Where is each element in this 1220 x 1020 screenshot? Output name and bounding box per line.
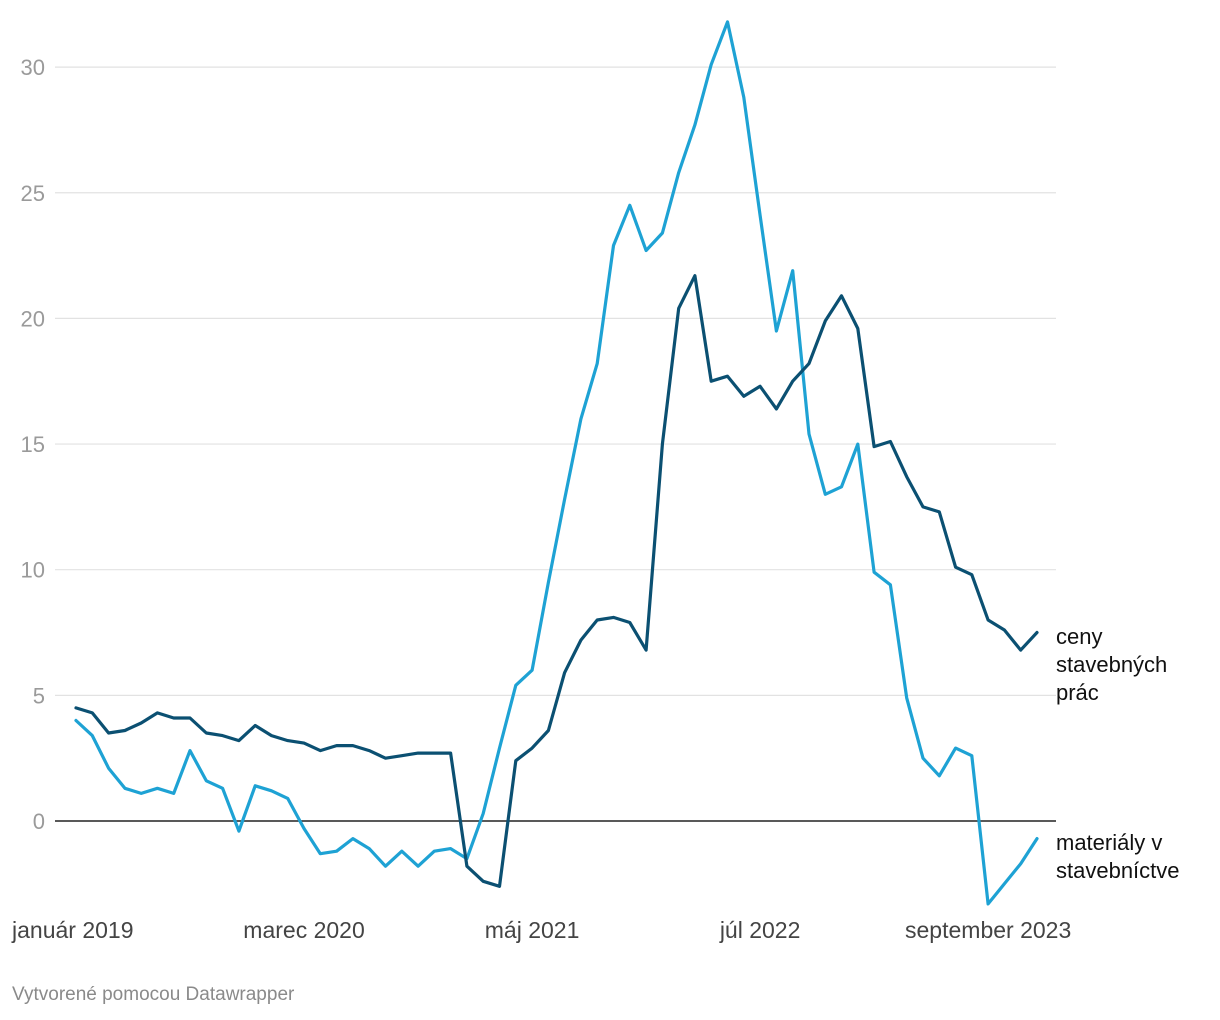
series-labels: ceny stavebných prác materiály v stavebníctv… (1056, 624, 1180, 883)
series-label-0-line-1: stavebných (1056, 652, 1167, 677)
x-tick-label-4: september 2023 (905, 917, 1071, 943)
y-tick-label-0: 0 (33, 809, 45, 834)
footer-credit: Vytvorené pomocou Datawrapper (12, 984, 295, 1005)
y-tick-label-5: 5 (33, 683, 45, 708)
y-tick-label-20: 20 (21, 306, 45, 331)
series-label-0-line-2: prác (1056, 680, 1099, 705)
x-tick-label-1: marec 2020 (243, 917, 364, 943)
y-tick-label-15: 15 (21, 432, 45, 457)
y-axis-ticks: 0 5 10 15 20 25 30 (21, 55, 45, 834)
gridlines (55, 66, 1056, 822)
series-label-1: materiály v stavebníctve (1056, 830, 1180, 883)
series-line-0 (74, 274, 1039, 888)
y-tick-label-30: 30 (21, 55, 45, 80)
y-tick-label-10: 10 (21, 558, 45, 583)
series-label-1-line-1: stavebníctve (1056, 858, 1180, 883)
x-tick-label-0: január 2019 (11, 917, 134, 943)
x-tick-label-2: máj 2021 (485, 917, 580, 943)
series-lines (74, 20, 1039, 906)
x-tick-label-3: júl 2022 (719, 917, 801, 943)
y-tick-label-25: 25 (21, 181, 45, 206)
series-label-0: ceny stavebných prác (1056, 624, 1167, 705)
series-label-1-line-0: materiály v (1056, 830, 1162, 855)
series-label-0-line-0: ceny (1056, 624, 1102, 649)
x-axis-ticks: január 2019 marec 2020 máj 2021 júl 2022 sep… (11, 917, 1071, 943)
series-line-1 (74, 20, 1039, 906)
